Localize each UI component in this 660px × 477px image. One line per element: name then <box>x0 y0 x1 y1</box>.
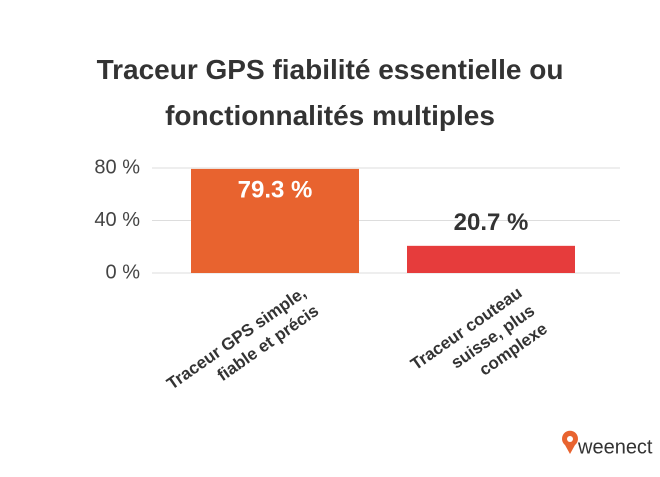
x-tick-label: Traceur couteausuisse, pluscomplexe <box>407 283 551 410</box>
y-tick-label: 40 % <box>94 209 140 231</box>
value-label: 20.7 % <box>454 209 529 236</box>
bar <box>407 245 575 273</box>
y-tick-label: 80 % <box>94 156 140 178</box>
logo: weenect <box>577 436 653 458</box>
y-tick-label: 0 % <box>106 261 141 283</box>
logo-icon <box>562 430 578 454</box>
x-tick-label: Traceur GPS simple,fiable et précis <box>164 283 323 411</box>
value-label: 79.3 % <box>238 176 313 203</box>
chart-title: Traceur GPS fiabilité essentielle ou fonc… <box>97 54 564 131</box>
bar <box>191 168 359 273</box>
